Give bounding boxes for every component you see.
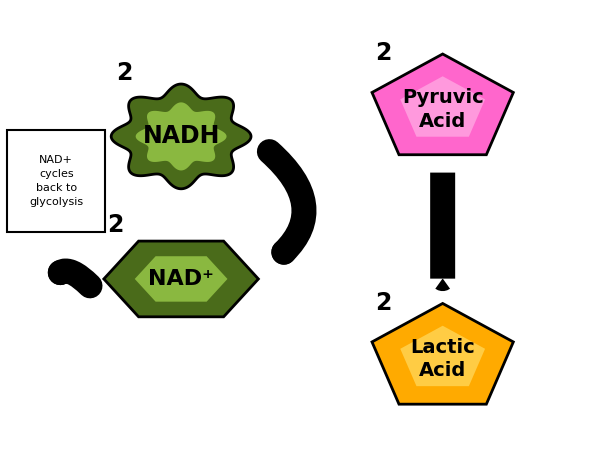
Polygon shape xyxy=(400,326,485,386)
Text: 2: 2 xyxy=(375,290,391,315)
Polygon shape xyxy=(372,54,514,155)
Polygon shape xyxy=(135,256,227,302)
Text: NAD⁺: NAD⁺ xyxy=(148,269,214,289)
FancyArrowPatch shape xyxy=(60,271,90,286)
Text: 2: 2 xyxy=(107,212,124,237)
Polygon shape xyxy=(111,84,251,189)
Text: Lactic
Acid: Lactic Acid xyxy=(410,338,475,380)
FancyArrowPatch shape xyxy=(269,152,304,252)
Text: NADH: NADH xyxy=(142,124,220,148)
Text: 2: 2 xyxy=(375,41,391,65)
Polygon shape xyxy=(372,304,514,404)
Polygon shape xyxy=(136,102,227,170)
Text: 2: 2 xyxy=(116,61,133,85)
Polygon shape xyxy=(400,76,485,137)
Polygon shape xyxy=(104,241,259,317)
FancyBboxPatch shape xyxy=(7,130,106,232)
Text: Pyruvic
Acid: Pyruvic Acid xyxy=(402,88,484,131)
Text: NAD+
cycles
back to
glycolysis: NAD+ cycles back to glycolysis xyxy=(29,155,83,207)
